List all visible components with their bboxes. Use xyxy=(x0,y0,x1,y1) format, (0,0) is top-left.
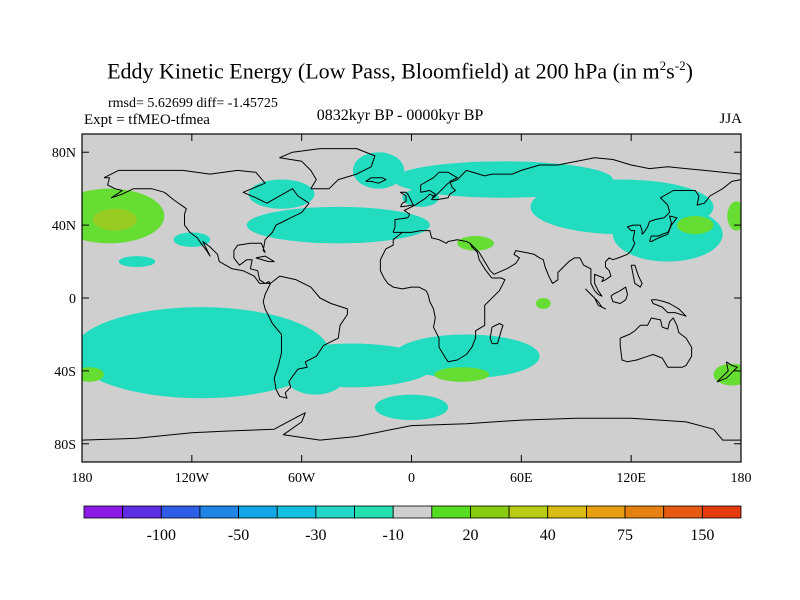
anomaly-regions xyxy=(82,152,741,421)
coastline xyxy=(393,179,742,297)
anomaly-region xyxy=(713,363,741,386)
anomaly-region xyxy=(393,334,540,379)
coastline xyxy=(81,412,741,441)
colorbar-swatch xyxy=(508,505,549,519)
colorbar-swatch xyxy=(392,505,433,519)
y-tick-label: 80N xyxy=(52,146,76,161)
colorbar-label: 40 xyxy=(540,527,556,544)
colorbar-swatch xyxy=(160,505,201,519)
colorbar-label: -30 xyxy=(305,527,326,544)
colorbar-label: -100 xyxy=(147,527,176,544)
colorbar-label: 75 xyxy=(617,527,633,544)
colorbar-label: 150 xyxy=(690,527,714,544)
anomaly-region xyxy=(118,256,156,268)
colorbar-swatch xyxy=(547,505,587,519)
season-label: JJA xyxy=(719,111,742,127)
colorbar-swatch xyxy=(83,505,124,519)
coastline xyxy=(400,191,414,208)
coastline xyxy=(255,255,275,263)
colorbar-swatch xyxy=(354,505,394,519)
coastline xyxy=(262,275,348,399)
colorbar-swatch xyxy=(431,505,471,519)
anomaly-region xyxy=(535,298,551,309)
anomaly-region xyxy=(248,179,315,209)
colorbar-swatch xyxy=(663,505,703,519)
anomaly-region xyxy=(434,367,490,382)
x-tick-label: 0 xyxy=(408,471,415,486)
x-tick-label: 60W xyxy=(288,471,316,486)
colorbar-label: -50 xyxy=(228,527,249,544)
coastline xyxy=(619,317,693,368)
anomaly-region xyxy=(82,367,104,382)
colorbar-swatch xyxy=(315,505,355,519)
y-tick-label: 0 xyxy=(69,292,76,307)
anomaly-region xyxy=(287,365,343,395)
coastline xyxy=(716,361,738,383)
colorbar-swatch xyxy=(238,505,278,519)
anomaly-region xyxy=(246,206,430,244)
stats-text: rmsd= 5.62699 diff= -1.45725 xyxy=(108,96,278,111)
coastline xyxy=(365,177,387,184)
anomaly-region xyxy=(92,208,137,231)
colorbar-label: 20 xyxy=(462,527,478,544)
coastline xyxy=(392,157,742,233)
colorbar-swatch xyxy=(470,505,510,519)
y-tick-label: 40S xyxy=(54,365,76,380)
colorbar-swatch xyxy=(276,505,317,519)
x-tick-label: 120W xyxy=(175,471,210,486)
colorbar-label: -10 xyxy=(383,527,404,544)
x-tick-label: 180 xyxy=(731,471,752,486)
colorbar-swatch xyxy=(199,505,239,519)
coastline xyxy=(585,288,606,310)
colorbar-swatch xyxy=(586,505,626,519)
coastline xyxy=(630,264,643,288)
anomaly-region xyxy=(457,236,494,251)
colorbar-swatch xyxy=(701,505,742,519)
anomaly-region xyxy=(727,201,741,231)
coastline xyxy=(650,299,687,317)
coastline xyxy=(103,169,310,284)
x-tick-label: 60E xyxy=(510,471,533,486)
anomaly-region xyxy=(352,152,405,189)
coastline xyxy=(610,286,628,304)
x-tick-label: 120E xyxy=(616,471,646,486)
coastline xyxy=(649,215,678,242)
y-tick-label: 80S xyxy=(54,438,76,453)
chart-title: Eddy Kinetic Energy (Low Pass, Bloomfiel… xyxy=(107,58,693,84)
colorbar-swatch xyxy=(624,505,665,519)
experiment-label: Expt = tfMEO-tfmea xyxy=(84,112,210,128)
anomaly-region xyxy=(676,216,714,235)
coastline xyxy=(279,148,376,190)
coastlines xyxy=(81,148,742,441)
anomaly-region xyxy=(374,394,449,421)
coastline xyxy=(489,323,504,345)
y-tick-label: 40N xyxy=(52,219,76,234)
anomaly-region xyxy=(82,307,330,399)
colorbar-swatch xyxy=(122,505,162,519)
x-tick-label: 180 xyxy=(72,471,93,486)
coastline xyxy=(379,232,506,363)
period-label: 0832kyr BP - 0000kyr BP xyxy=(316,107,484,124)
